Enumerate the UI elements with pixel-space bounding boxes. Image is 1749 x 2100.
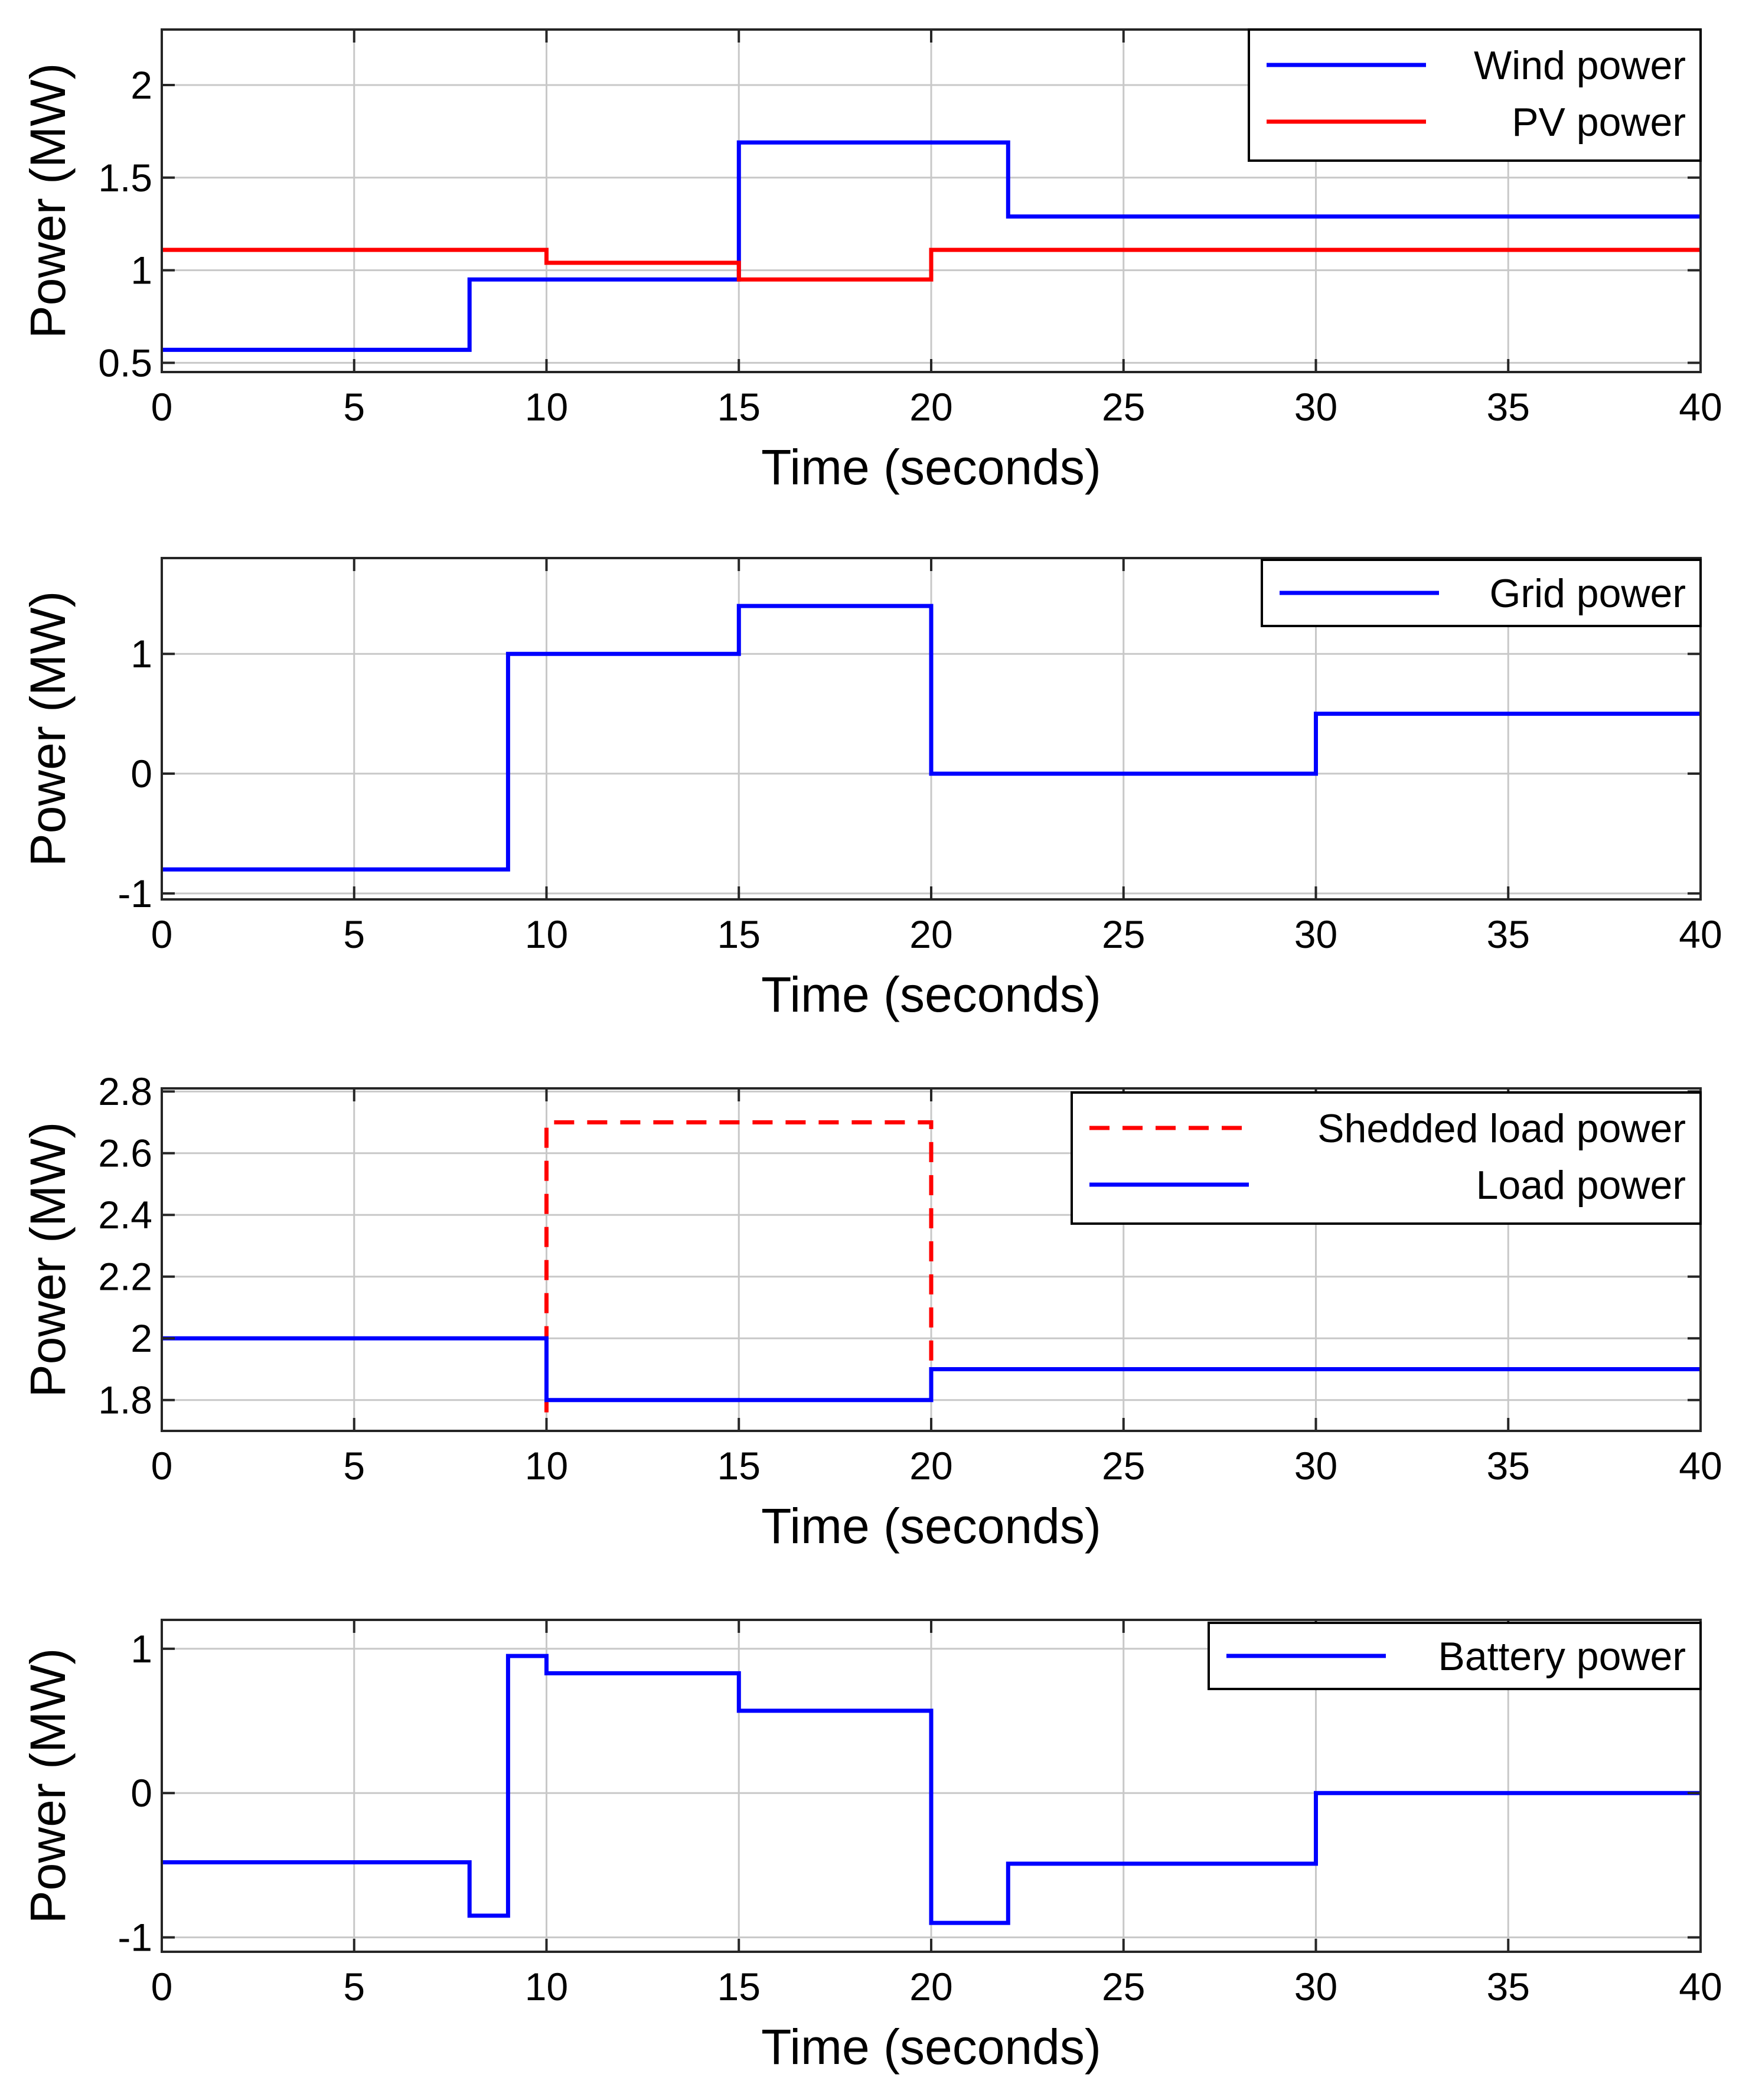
x-tick-label: 30 — [1294, 385, 1337, 429]
x-tick-label: 20 — [909, 1965, 952, 2008]
x-tick-label: 0 — [151, 912, 173, 956]
y-tick-label: 0 — [130, 752, 152, 795]
y-tick-label: 1 — [130, 1627, 152, 1671]
legend-label: Shedded load power — [1317, 1106, 1686, 1151]
legend: Grid power — [1261, 559, 1702, 627]
y-tick-label: 1.5 — [98, 156, 152, 200]
x-tick-label: 35 — [1487, 385, 1530, 429]
legend: Shedded load power Load power — [1071, 1091, 1702, 1225]
y-tick-label: 0.5 — [98, 341, 152, 384]
x-tick-label: 15 — [717, 1965, 761, 2008]
legend-label: Battery power — [1438, 1634, 1686, 1679]
x-tick-label: 25 — [1102, 385, 1145, 429]
x-tick-label: 10 — [525, 1965, 568, 2008]
legend-label: Grid power — [1489, 571, 1686, 616]
x-tick-label: 30 — [1294, 1444, 1337, 1488]
x-tick-label: 20 — [909, 385, 952, 429]
y-tick-label: 2 — [130, 63, 152, 107]
x-tick-label: 25 — [1102, 912, 1145, 956]
y-axis-title: Power (MW) — [20, 591, 76, 867]
y-tick-label: 1 — [130, 632, 152, 676]
series-line-grid-power — [162, 604, 1701, 872]
x-tick-label: 5 — [343, 385, 365, 429]
y-tick-label: 2.8 — [98, 1069, 152, 1113]
chart-panel-4: 0 5 10 15 20 25 30 35 40 -1 0 1 Time (seconds) Power … — [20, 1619, 1722, 2075]
legend-box — [1248, 28, 1702, 162]
x-axis-title: Time (seconds) — [761, 967, 1101, 1022]
legend-label: Load power — [1476, 1163, 1686, 1208]
x-tick-label: 5 — [343, 1444, 365, 1488]
x-tick-label: 5 — [343, 1965, 365, 2008]
x-tick-label: 40 — [1679, 1444, 1722, 1488]
x-tick-label: 10 — [525, 1444, 568, 1488]
y-tick-label: 1 — [130, 249, 152, 292]
series-line-wind-power — [162, 140, 1701, 352]
series-line-load-power — [162, 1336, 1701, 1403]
x-tick-label: 40 — [1679, 912, 1722, 956]
series-line-pv-power — [162, 247, 1701, 282]
legend-label: Wind power — [1474, 43, 1686, 88]
x-tick-label: 0 — [151, 385, 173, 429]
legend-box — [1071, 1091, 1702, 1225]
y-tick-label: -1 — [118, 1916, 152, 1959]
x-axis-title: Time (seconds) — [761, 439, 1101, 495]
x-tick-label: 0 — [151, 1444, 173, 1488]
x-tick-label: 15 — [717, 912, 761, 956]
x-tick-label: 40 — [1679, 385, 1722, 429]
x-tick-label: 15 — [717, 1444, 761, 1488]
y-axis-title: Power (MW) — [20, 1122, 76, 1398]
y-tick-label: -1 — [118, 872, 152, 915]
x-tick-label: 20 — [909, 912, 952, 956]
x-tick-label: 15 — [717, 385, 761, 429]
x-tick-label: 5 — [343, 912, 365, 956]
y-tick-label: 2.4 — [98, 1193, 152, 1237]
y-tick-label: 2 — [130, 1316, 152, 1360]
y-tick-label: 2.6 — [98, 1131, 152, 1175]
x-tick-label: 35 — [1487, 912, 1530, 956]
y-axis-title: Power (MW) — [20, 63, 76, 339]
chart-panel-3: 0 5 10 15 20 25 30 35 40 1.8 2 2.2 2.4 2.6 2.8 Time (se… — [20, 1069, 1722, 1554]
x-tick-label: 25 — [1102, 1444, 1145, 1488]
x-tick-label: 40 — [1679, 1965, 1722, 2008]
x-tick-label: 25 — [1102, 1965, 1145, 2008]
series-line-shedded-load-power — [544, 1120, 934, 1413]
y-tick-label: 2.2 — [98, 1255, 152, 1299]
x-tick-label: 35 — [1487, 1965, 1530, 2008]
x-axis-title: Time (seconds) — [761, 1498, 1101, 1554]
chart-panel-1: 0 5 10 15 20 25 30 35 40 0.5 1 1.5 2 Time (seconds) Po… — [20, 28, 1722, 495]
x-axis-title: Time (seconds) — [761, 2019, 1101, 2075]
x-tick-label: 0 — [151, 1965, 173, 2008]
legend: Wind power PV power — [1248, 28, 1702, 162]
legend-label: PV power — [1512, 100, 1686, 145]
y-tick-label: 0 — [130, 1771, 152, 1815]
x-tick-label: 10 — [525, 385, 568, 429]
x-tick-label: 20 — [909, 1444, 952, 1488]
y-tick-label: 1.8 — [98, 1378, 152, 1422]
x-tick-label: 35 — [1487, 1444, 1530, 1488]
legend: Battery power — [1208, 1622, 1702, 1690]
x-tick-label: 30 — [1294, 912, 1337, 956]
series-line-battery-power — [162, 1654, 1701, 1925]
x-tick-label: 10 — [525, 912, 568, 956]
y-axis-title: Power (MW) — [20, 1648, 76, 1924]
x-tick-label: 30 — [1294, 1965, 1337, 2008]
